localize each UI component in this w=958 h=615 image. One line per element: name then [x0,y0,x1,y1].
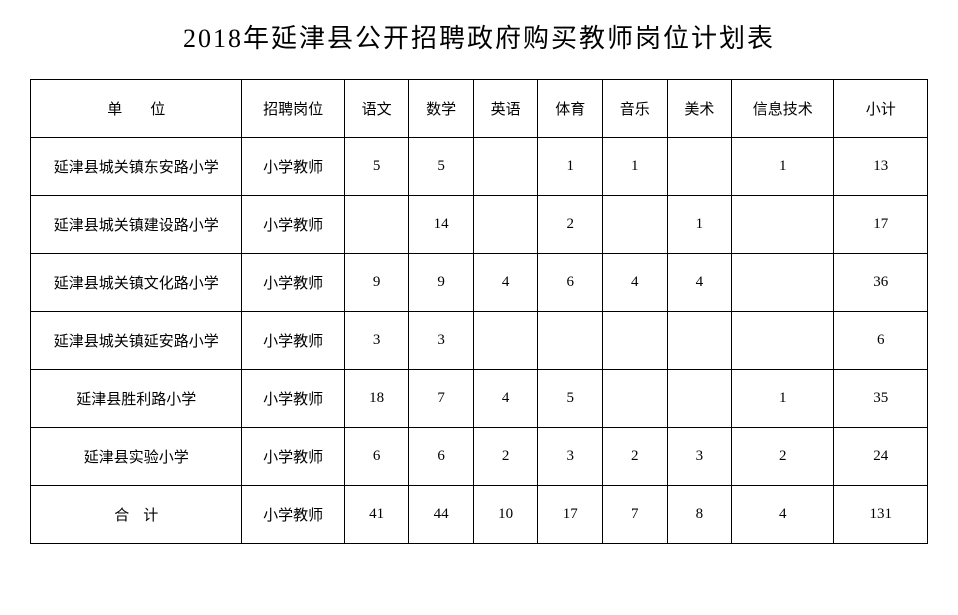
cell-value [473,196,538,254]
cell-value: 1 [732,138,834,196]
col-subject: 信息技术 [732,80,834,138]
cell-unit: 延津县胜利路小学 [31,370,242,428]
plan-table: 单位 招聘岗位 语文 数学 英语 体育 音乐 美术 信息技术 小计 延津县城关镇… [30,79,928,544]
cell-subtotal: 131 [834,486,928,544]
cell-unit: 延津县城关镇文化路小学 [31,254,242,312]
cell-value: 44 [409,486,474,544]
cell-value: 1 [667,196,732,254]
cell-position: 小学教师 [242,370,344,428]
cell-value: 4 [473,254,538,312]
cell-value: 5 [344,138,409,196]
table-row: 延津县城关镇建设路小学小学教师 14 2 1 17 [31,196,928,254]
cell-value [344,196,409,254]
cell-value [732,196,834,254]
col-subject: 数学 [409,80,474,138]
cell-value: 2 [732,428,834,486]
cell-subtotal: 6 [834,312,928,370]
cell-value: 4 [473,370,538,428]
cell-value: 6 [409,428,474,486]
col-subtotal: 小计 [834,80,928,138]
cell-value: 9 [344,254,409,312]
cell-value: 10 [473,486,538,544]
cell-value: 4 [603,254,668,312]
cell-value: 6 [344,428,409,486]
cell-unit: 延津县实验小学 [31,428,242,486]
cell-subtotal: 35 [834,370,928,428]
cell-value: 8 [667,486,732,544]
cell-value [603,370,668,428]
cell-unit: 延津县城关镇建设路小学 [31,196,242,254]
col-subject: 体育 [538,80,603,138]
cell-value [538,312,603,370]
table-row: 延津县实验小学小学教师662323224 [31,428,928,486]
cell-value [732,312,834,370]
cell-position: 小学教师 [242,196,344,254]
cell-position: 小学教师 [242,254,344,312]
cell-value [473,312,538,370]
cell-value: 3 [667,428,732,486]
table-row: 延津县胜利路小学小学教师18745 135 [31,370,928,428]
cell-value [473,138,538,196]
cell-position: 小学教师 [242,312,344,370]
cell-value [667,370,732,428]
table-total-row: 合计小学教师41441017784131 [31,486,928,544]
cell-value: 4 [732,486,834,544]
col-subject: 音乐 [603,80,668,138]
cell-value [603,312,668,370]
cell-position: 小学教师 [242,138,344,196]
cell-value: 1 [732,370,834,428]
col-position: 招聘岗位 [242,80,344,138]
cell-value: 14 [409,196,474,254]
cell-position: 小学教师 [242,428,344,486]
cell-value: 9 [409,254,474,312]
col-subject: 语文 [344,80,409,138]
cell-unit: 延津县城关镇东安路小学 [31,138,242,196]
cell-value: 41 [344,486,409,544]
cell-value: 7 [603,486,668,544]
cell-value [603,196,668,254]
cell-subtotal: 24 [834,428,928,486]
page-title: 2018年延津县公开招聘政府购买教师岗位计划表 [30,18,928,55]
cell-subtotal: 36 [834,254,928,312]
table-row: 延津县城关镇东安路小学小学教师5511113 [31,138,928,196]
table-header-row: 单位 招聘岗位 语文 数学 英语 体育 音乐 美术 信息技术 小计 [31,80,928,138]
cell-value: 4 [667,254,732,312]
cell-value: 18 [344,370,409,428]
cell-value: 5 [409,138,474,196]
cell-value: 1 [538,138,603,196]
cell-position: 小学教师 [242,486,344,544]
cell-value: 6 [538,254,603,312]
cell-subtotal: 13 [834,138,928,196]
col-subject: 美术 [667,80,732,138]
cell-value: 2 [538,196,603,254]
cell-value: 2 [473,428,538,486]
cell-value [732,254,834,312]
cell-unit: 合计 [31,486,242,544]
table-row: 延津县城关镇延安路小学小学教师336 [31,312,928,370]
col-subject: 英语 [473,80,538,138]
cell-value: 5 [538,370,603,428]
cell-value: 3 [538,428,603,486]
cell-value: 3 [409,312,474,370]
cell-value: 1 [603,138,668,196]
cell-unit: 延津县城关镇延安路小学 [31,312,242,370]
cell-value: 3 [344,312,409,370]
cell-value [667,138,732,196]
cell-value: 7 [409,370,474,428]
cell-subtotal: 17 [834,196,928,254]
cell-value: 2 [603,428,668,486]
table-row: 延津县城关镇文化路小学小学教师99464436 [31,254,928,312]
cell-value [667,312,732,370]
col-unit: 单位 [31,80,242,138]
cell-value: 17 [538,486,603,544]
